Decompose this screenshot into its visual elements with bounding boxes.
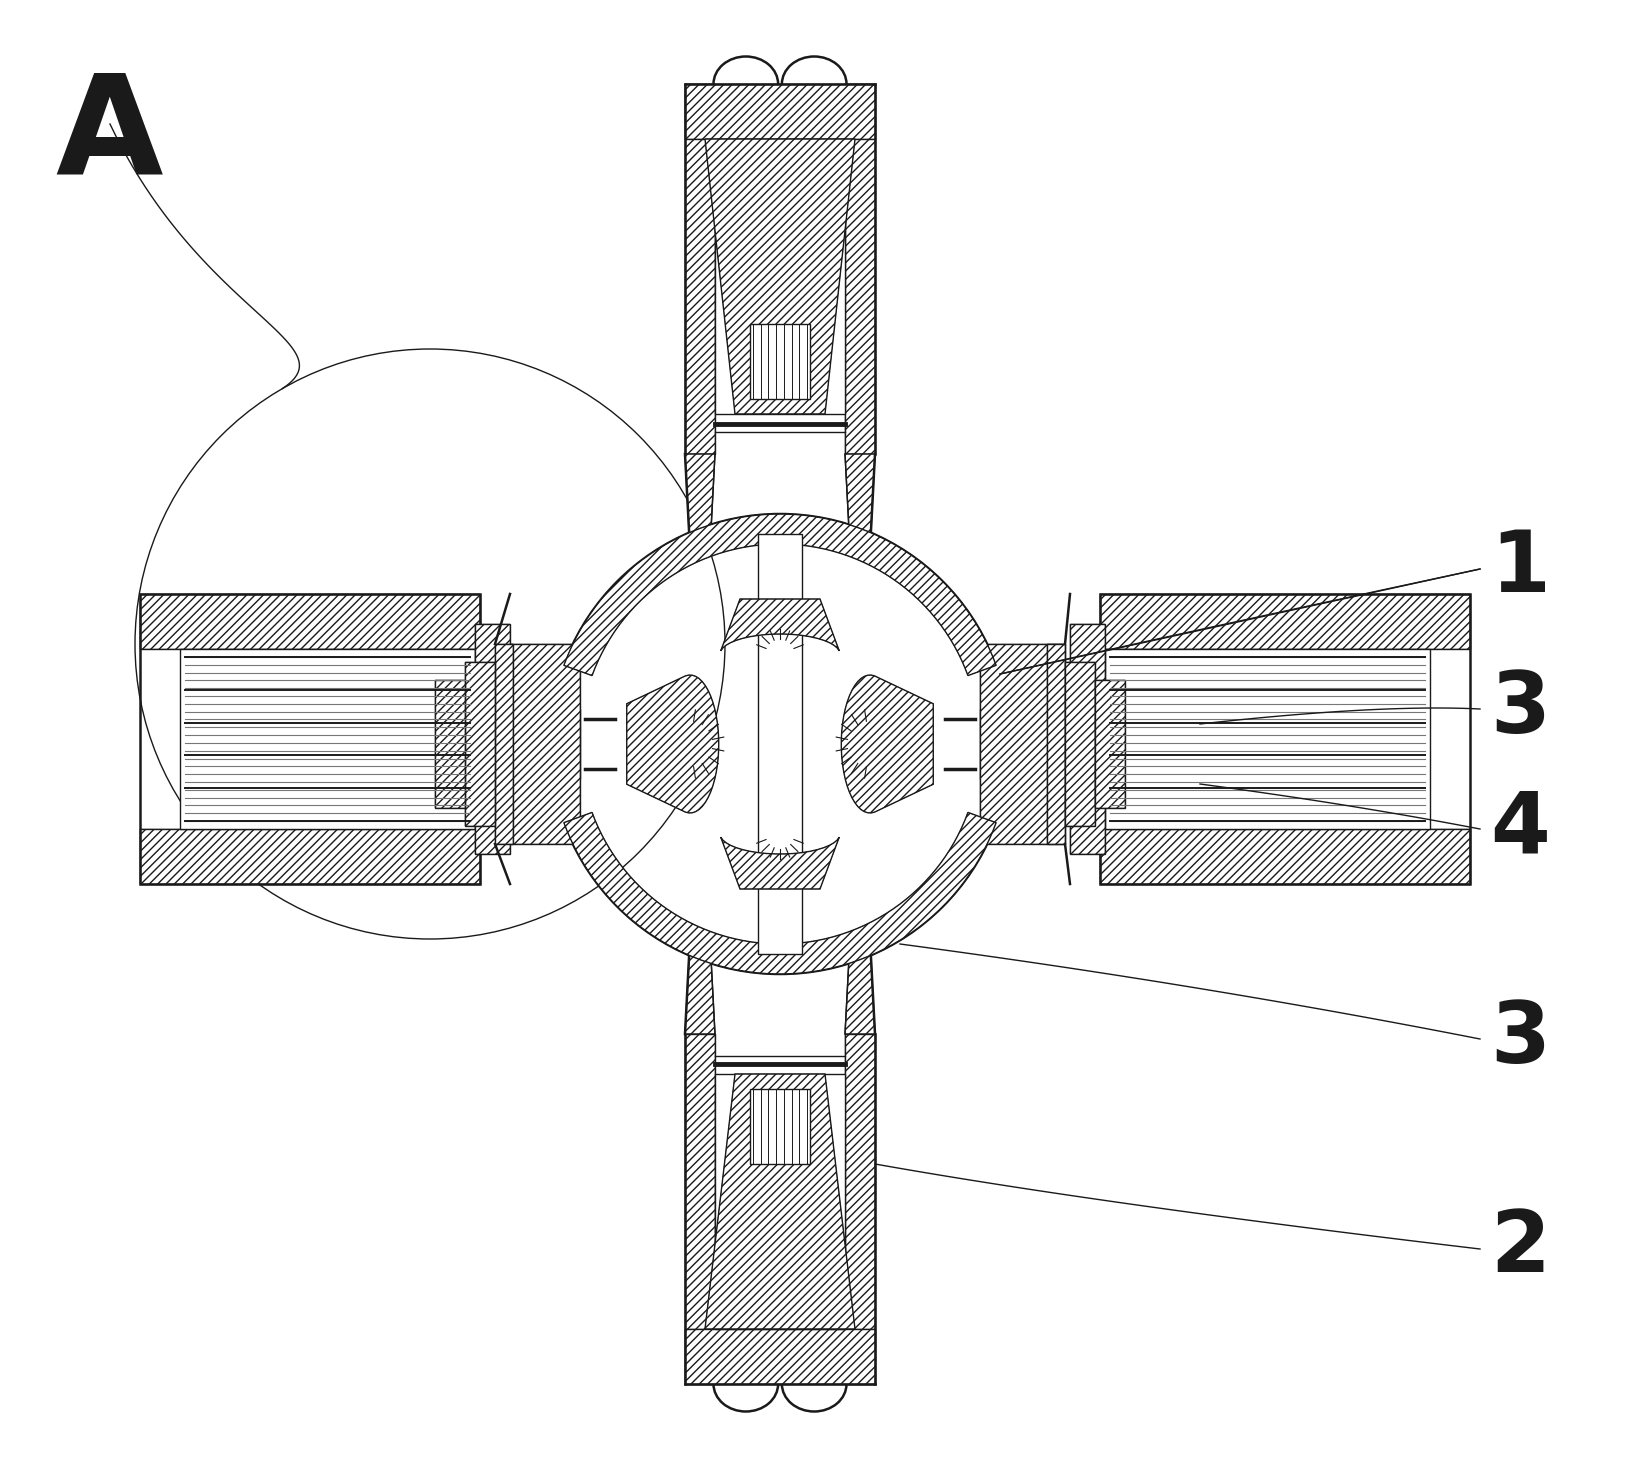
- Polygon shape: [705, 139, 855, 414]
- Bar: [979, 709, 1071, 779]
- Polygon shape: [721, 837, 839, 889]
- Polygon shape: [721, 599, 839, 651]
- Polygon shape: [1100, 594, 1470, 649]
- Polygon shape: [565, 514, 996, 675]
- Bar: [1105, 649, 1430, 829]
- Polygon shape: [1100, 829, 1470, 884]
- Polygon shape: [685, 83, 715, 454]
- Bar: [751, 324, 809, 400]
- Text: 1: 1: [1490, 527, 1550, 610]
- Polygon shape: [436, 679, 465, 808]
- Bar: [1100, 594, 1470, 884]
- Polygon shape: [1071, 624, 1105, 854]
- Bar: [715, 1075, 845, 1329]
- Polygon shape: [845, 83, 875, 454]
- Text: 2: 2: [1490, 1208, 1550, 1290]
- Bar: [140, 594, 480, 884]
- Bar: [757, 534, 801, 955]
- Polygon shape: [979, 644, 1066, 845]
- Polygon shape: [565, 813, 996, 974]
- Polygon shape: [845, 938, 875, 1034]
- Polygon shape: [465, 662, 494, 826]
- Text: A: A: [55, 69, 163, 203]
- Polygon shape: [845, 454, 875, 549]
- Polygon shape: [140, 829, 480, 884]
- Text: 3: 3: [1490, 997, 1550, 1080]
- Polygon shape: [1095, 679, 1124, 808]
- Polygon shape: [494, 644, 579, 845]
- Polygon shape: [685, 1034, 715, 1383]
- Polygon shape: [627, 675, 718, 813]
- Polygon shape: [1048, 644, 1066, 845]
- Polygon shape: [140, 594, 480, 649]
- Bar: [751, 1089, 809, 1164]
- Text: 4: 4: [1490, 788, 1550, 871]
- Polygon shape: [842, 675, 934, 813]
- Bar: [180, 649, 475, 829]
- Polygon shape: [1066, 662, 1095, 826]
- Polygon shape: [475, 624, 509, 854]
- Polygon shape: [705, 1075, 855, 1329]
- Polygon shape: [845, 1034, 875, 1383]
- Polygon shape: [685, 454, 715, 549]
- Polygon shape: [494, 644, 512, 845]
- Bar: [715, 139, 845, 414]
- Bar: [509, 709, 579, 779]
- Polygon shape: [685, 1329, 875, 1383]
- Polygon shape: [685, 938, 715, 1034]
- Polygon shape: [685, 83, 875, 139]
- Text: 3: 3: [1490, 668, 1550, 751]
